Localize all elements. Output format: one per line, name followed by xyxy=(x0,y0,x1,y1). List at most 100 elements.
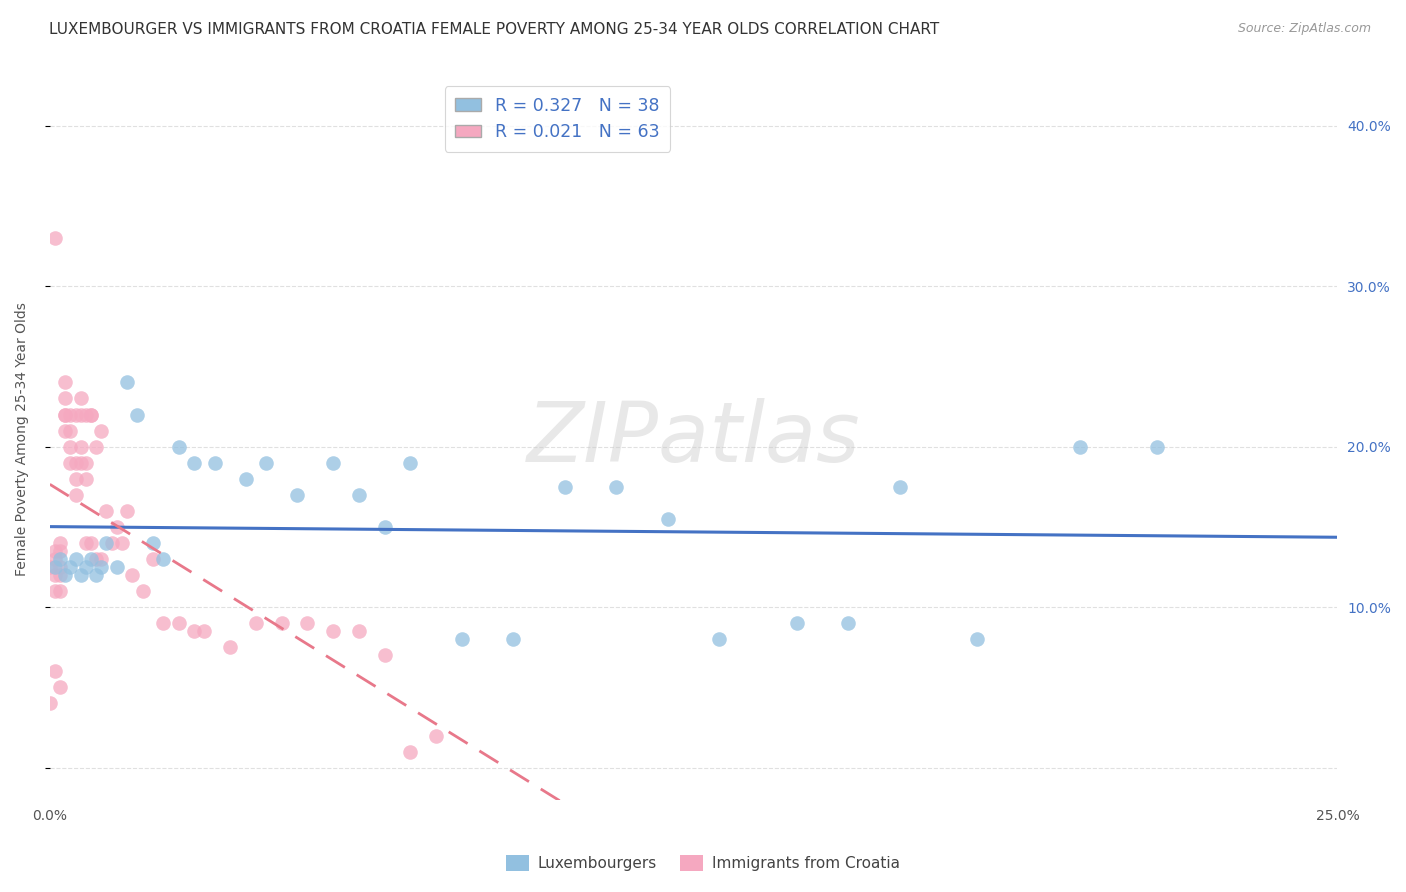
Point xyxy=(44,231,66,245)
Point xyxy=(96,536,118,550)
Point xyxy=(49,560,72,574)
Point xyxy=(38,697,60,711)
Point xyxy=(80,408,103,422)
Point xyxy=(59,424,82,438)
Point xyxy=(69,456,91,470)
Point xyxy=(84,440,107,454)
Point xyxy=(90,552,112,566)
Point xyxy=(193,624,215,639)
Point xyxy=(53,408,76,422)
Point xyxy=(59,560,82,574)
Point xyxy=(1146,440,1168,454)
Point xyxy=(152,616,174,631)
Point xyxy=(49,552,72,566)
Point xyxy=(44,544,66,558)
Point xyxy=(347,624,370,639)
Point xyxy=(270,616,292,631)
Point xyxy=(115,376,138,390)
Point xyxy=(53,392,76,406)
Point xyxy=(53,568,76,582)
Point xyxy=(49,584,72,599)
Point xyxy=(44,584,66,599)
Point xyxy=(69,568,91,582)
Point xyxy=(235,472,257,486)
Text: LUXEMBOURGER VS IMMIGRANTS FROM CROATIA FEMALE POVERTY AMONG 25-34 YEAR OLDS COR: LUXEMBOURGER VS IMMIGRANTS FROM CROATIA … xyxy=(49,22,939,37)
Y-axis label: Female Poverty Among 25-34 Year Olds: Female Poverty Among 25-34 Year Olds xyxy=(15,301,30,575)
Point xyxy=(183,456,205,470)
Point xyxy=(127,408,149,422)
Point xyxy=(152,552,174,566)
Point xyxy=(53,408,76,422)
Point xyxy=(111,536,134,550)
Point xyxy=(709,632,731,647)
Point xyxy=(90,560,112,574)
Point xyxy=(84,568,107,582)
Point xyxy=(605,480,627,494)
Point xyxy=(69,392,91,406)
Point xyxy=(80,408,103,422)
Point xyxy=(142,536,165,550)
Point xyxy=(167,616,190,631)
Point xyxy=(425,729,447,743)
Point xyxy=(65,552,87,566)
Point xyxy=(219,640,242,655)
Point xyxy=(254,456,277,470)
Point xyxy=(44,560,66,574)
Point xyxy=(75,536,97,550)
Point xyxy=(65,472,87,486)
Point xyxy=(322,456,344,470)
Point xyxy=(80,552,103,566)
Point xyxy=(84,552,107,566)
Point xyxy=(657,512,679,526)
Point xyxy=(49,568,72,582)
Point xyxy=(75,456,97,470)
Point xyxy=(96,504,118,518)
Point xyxy=(1069,440,1091,454)
Point xyxy=(183,624,205,639)
Point xyxy=(966,632,988,647)
Point xyxy=(49,681,72,695)
Point xyxy=(49,544,72,558)
Point xyxy=(374,520,396,534)
Point xyxy=(44,568,66,582)
Point xyxy=(554,480,576,494)
Point xyxy=(59,456,82,470)
Text: ZIPatlas: ZIPatlas xyxy=(527,398,860,479)
Point xyxy=(285,488,308,502)
Point xyxy=(167,440,190,454)
Point xyxy=(90,424,112,438)
Point xyxy=(44,552,66,566)
Point xyxy=(399,745,422,759)
Point xyxy=(115,504,138,518)
Point xyxy=(100,536,122,550)
Point xyxy=(65,488,87,502)
Point xyxy=(297,616,319,631)
Point xyxy=(38,560,60,574)
Point xyxy=(837,616,859,631)
Point xyxy=(889,480,911,494)
Point xyxy=(105,560,128,574)
Point xyxy=(80,536,103,550)
Point xyxy=(59,440,82,454)
Legend: Luxembourgers, Immigrants from Croatia: Luxembourgers, Immigrants from Croatia xyxy=(499,849,907,877)
Point xyxy=(44,665,66,679)
Point xyxy=(347,488,370,502)
Point xyxy=(374,648,396,663)
Point xyxy=(450,632,472,647)
Point xyxy=(131,584,153,599)
Point xyxy=(75,560,97,574)
Point xyxy=(322,624,344,639)
Point xyxy=(121,568,143,582)
Point xyxy=(245,616,267,631)
Point xyxy=(69,440,91,454)
Legend: R = 0.327   N = 38, R = 0.021   N = 63: R = 0.327 N = 38, R = 0.021 N = 63 xyxy=(444,87,671,152)
Point xyxy=(75,472,97,486)
Text: Source: ZipAtlas.com: Source: ZipAtlas.com xyxy=(1237,22,1371,36)
Point xyxy=(53,376,76,390)
Point xyxy=(399,456,422,470)
Point xyxy=(142,552,165,566)
Point xyxy=(105,520,128,534)
Point xyxy=(59,408,82,422)
Point xyxy=(75,408,97,422)
Point xyxy=(49,536,72,550)
